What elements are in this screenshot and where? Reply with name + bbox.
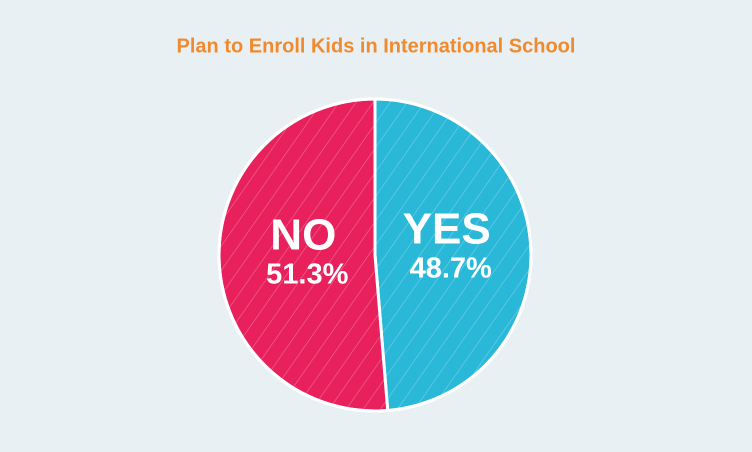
slice-label: YES xyxy=(403,205,491,254)
pie-border xyxy=(217,97,533,413)
value-label: 51.3% xyxy=(266,259,348,291)
slice-hatch xyxy=(219,99,388,411)
slice-hatch xyxy=(375,99,532,411)
value-label: 48.7% xyxy=(410,253,492,285)
chart-title: Plan to Enroll Kids in International Sch… xyxy=(177,35,576,57)
slice-label: NO xyxy=(270,211,336,260)
